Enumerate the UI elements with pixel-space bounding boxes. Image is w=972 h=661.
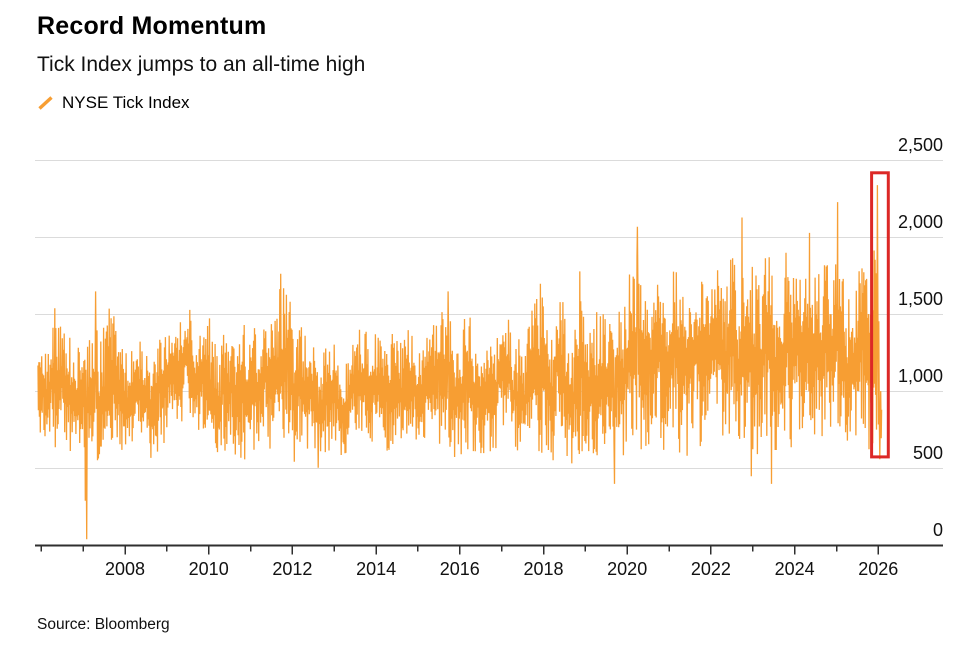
x-axis-label: 2014 (356, 559, 397, 579)
x-axis-label: 2024 (774, 559, 815, 579)
legend-label: NYSE Tick Index (62, 93, 190, 112)
chart-title: Record Momentum (37, 12, 267, 40)
x-axis-label: 2010 (188, 559, 229, 579)
chart-subtitle: Tick Index jumps to an all-time high (37, 53, 366, 76)
y-axis-label: 1,000 (897, 365, 943, 386)
x-axis-label: 2026 (858, 559, 899, 579)
y-axis-label: 1,500 (897, 288, 943, 309)
y-axis-label: 2,500 (897, 134, 943, 155)
source-note: Source: Bloomberg (37, 616, 170, 633)
legend-slash-icon (38, 96, 53, 110)
legend: NYSE Tick Index (37, 93, 190, 113)
tick-index-series (37, 185, 883, 540)
record-high-highlight-box (870, 171, 890, 459)
y-axis-label: 500 (912, 442, 943, 463)
y-axis-label: 2,000 (897, 211, 943, 232)
x-axis-label: 2022 (690, 559, 731, 579)
y-axis-label: 0 (932, 519, 943, 540)
x-axis-label: 2016 (439, 559, 480, 579)
x-axis-label: 2008 (104, 559, 146, 579)
x-axis-label: 2018 (523, 559, 564, 579)
x-axis-label: 2020 (607, 559, 648, 579)
x-axis-label: 2012 (272, 559, 313, 579)
